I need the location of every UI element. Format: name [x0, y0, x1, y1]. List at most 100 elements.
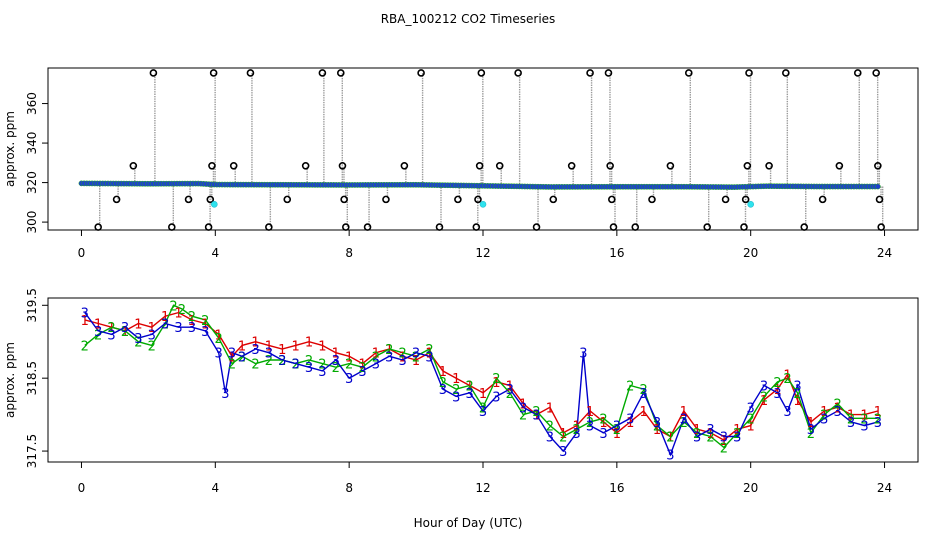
- calibration-point: [745, 69, 753, 77]
- top-y-axis-label: approx. ppm: [3, 111, 17, 187]
- series-3-marker: 3: [834, 405, 842, 420]
- series-1-marker: 1: [94, 318, 102, 333]
- series-2-marker: 2: [479, 401, 487, 416]
- series-2-marker: 2: [452, 383, 460, 398]
- series-2-marker: 2: [265, 354, 273, 369]
- series-2-marker: 2: [532, 405, 540, 420]
- calibration-point: [382, 195, 390, 204]
- series-2-marker: 2: [291, 358, 299, 373]
- series-2-marker: 2: [559, 430, 567, 445]
- series-3-marker: 3: [626, 412, 634, 427]
- series-1-marker: 1: [693, 423, 701, 438]
- series-1-marker: 1: [807, 416, 815, 431]
- calibration-point: [206, 195, 215, 204]
- series-1-marker: 1: [121, 325, 129, 340]
- y-tick-label: 340: [25, 132, 39, 155]
- series-2-marker: 2: [573, 423, 581, 438]
- series-3-marker: 3: [238, 350, 246, 365]
- calibration-point: [872, 69, 880, 77]
- calibration-point: [149, 69, 158, 77]
- series-2-marker: 2: [834, 398, 842, 413]
- series-1-marker: 1: [559, 427, 567, 442]
- series-2-marker: 2: [305, 354, 313, 369]
- calibration-point: [318, 69, 327, 77]
- series-1-marker: 1: [148, 321, 156, 336]
- top-baseline-points: [78, 180, 881, 190]
- series-3-marker: 3: [134, 332, 142, 347]
- calibration-point: [246, 69, 255, 77]
- calibration-point: [209, 69, 218, 77]
- series-2-marker: 2: [465, 379, 473, 394]
- series-3-marker: 3: [278, 354, 286, 369]
- series-3-marker: 3: [228, 347, 236, 362]
- y-tick-label: 320: [25, 171, 39, 194]
- series-2-marker: 2: [733, 427, 741, 442]
- series-1-marker: 1: [215, 328, 223, 343]
- series-3-marker: 3: [399, 354, 407, 369]
- series-1-marker: 1: [465, 379, 473, 394]
- series-2-marker: 2: [278, 354, 286, 369]
- series-3-marker: 3: [174, 321, 182, 336]
- series-2-marker: 2: [760, 390, 768, 405]
- series-2-marker: 2: [706, 430, 714, 445]
- series-1-marker: 1: [626, 416, 634, 431]
- series-3-marker: 3: [613, 420, 621, 435]
- series-1-marker: 1: [291, 339, 299, 354]
- series-3-marker: 3: [599, 427, 607, 442]
- series-3-marker: 3: [733, 430, 741, 445]
- x-tick-label: 24: [877, 481, 892, 495]
- series-1-marker: 1: [874, 405, 882, 420]
- calibration-point: [129, 161, 138, 170]
- series-2-marker: 2: [519, 409, 527, 424]
- calibration-point: [666, 161, 675, 170]
- series-2-marker: 2: [599, 412, 607, 427]
- series-3-marker: 3: [188, 321, 196, 336]
- series-3-marker: 3: [81, 307, 89, 322]
- series-3-marker: 3: [291, 358, 299, 373]
- calibration-point: [874, 161, 882, 170]
- calibration-point: [400, 161, 409, 170]
- calibration-point: [112, 195, 121, 204]
- series-2-marker: 2: [121, 325, 129, 340]
- calibration-point: [782, 69, 790, 77]
- calibration-point: [204, 223, 213, 231]
- series-3-marker: 3: [345, 372, 353, 387]
- x-tick-label: 12: [475, 246, 490, 260]
- series-1-marker: 1: [847, 409, 855, 424]
- series-3-marker: 3: [479, 405, 487, 420]
- series-1-marker: 1: [385, 343, 393, 358]
- series-2-marker: 2: [345, 358, 353, 373]
- calibration-point: [648, 195, 656, 204]
- series-3-marker: 3: [161, 318, 169, 333]
- series-3-marker: 3: [847, 416, 855, 431]
- series-3-marker: 3: [412, 347, 420, 362]
- series-1-marker: 1: [680, 405, 688, 420]
- series-3-marker: 3: [807, 423, 815, 438]
- calibration-point: [721, 195, 730, 204]
- calibration-point: [606, 161, 614, 170]
- series-2-marker: 2: [134, 336, 142, 351]
- series-2-marker: 2: [94, 328, 102, 343]
- x-tick-label: 4: [211, 481, 219, 495]
- series-2-marker: 2: [318, 358, 326, 373]
- series-3-marker: 3: [251, 343, 259, 358]
- x-tick-label: 16: [609, 246, 624, 260]
- series-2-marker: 2: [161, 318, 169, 333]
- calibration-point: [336, 69, 345, 77]
- series-1-marker: 1: [479, 387, 487, 402]
- x-tick-label: 12: [475, 481, 490, 495]
- series-2-marker: 2: [546, 420, 554, 435]
- series-3-line: [84, 312, 878, 457]
- y-tick-label: 360: [25, 92, 39, 115]
- series-1-marker: 1: [425, 347, 433, 362]
- series-3-marker: 3: [121, 321, 129, 336]
- calibration-point: [532, 223, 541, 231]
- calibration-point: [567, 161, 576, 170]
- series-1-marker: 1: [228, 350, 236, 365]
- series-3-marker: 3: [358, 365, 366, 380]
- series-3-marker: 3: [680, 412, 688, 427]
- series-3-marker: 3: [793, 379, 801, 394]
- series-2-marker: 2: [626, 379, 634, 394]
